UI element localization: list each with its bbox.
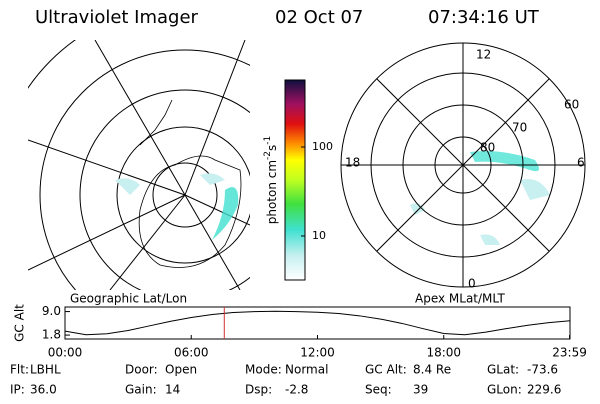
- info-key: GLat:: [487, 363, 519, 377]
- info-key: IP:: [10, 383, 25, 397]
- info-key: Door:: [125, 363, 158, 377]
- info-key: Mode:: [245, 363, 282, 377]
- info-key: GLon:: [487, 383, 522, 397]
- info-value: 14: [165, 383, 180, 397]
- lat-label: 60: [564, 98, 579, 112]
- date: 02 Oct 07: [275, 7, 363, 28]
- info-value: 39: [413, 383, 428, 397]
- unit: -1: [263, 136, 273, 145]
- mlt-label: 18: [345, 156, 360, 170]
- map-label: Apex MLat/MLT: [415, 292, 505, 306]
- alt-line: [64, 310, 571, 336]
- info-key: Dsp:: [245, 383, 272, 397]
- colorbar-label: photon cm-2s-1: [263, 136, 279, 225]
- info-value: 36.0: [30, 383, 57, 397]
- colorbar-tick-label: 100: [312, 140, 333, 153]
- x-tick-label: 06:00: [174, 346, 209, 360]
- info-value: 229.6: [527, 383, 561, 397]
- apex-map: [340, 42, 586, 288]
- info-key: Flt:: [10, 363, 29, 377]
- unit: s: [265, 145, 279, 151]
- time: 07:34:16 UT: [428, 7, 540, 28]
- mlt-label: 12: [476, 48, 491, 62]
- colorbar: [284, 79, 306, 281]
- lat-label: 70: [512, 121, 527, 135]
- info-key: GC Alt:: [365, 363, 407, 377]
- info-value: -73.6: [527, 363, 558, 377]
- geo-map: [28, 40, 250, 290]
- info-value: -2.8: [285, 383, 308, 397]
- x-tick-label: 23:59: [552, 346, 587, 360]
- y-tick-label: 9.0: [42, 304, 61, 318]
- info-value: Normal: [285, 363, 328, 377]
- unit: -2: [263, 151, 273, 160]
- mlt-label: 6: [577, 156, 585, 170]
- map-label: Geographic Lat/Lon: [70, 292, 187, 306]
- x-tick-label: 18:00: [426, 346, 461, 360]
- unit: photon cm: [265, 160, 279, 224]
- info-value: LBHL: [30, 363, 61, 377]
- info-value: 8.4 Re: [413, 363, 451, 377]
- x-tick-label: 12:00: [300, 346, 335, 360]
- title: Ultraviolet Imager: [35, 7, 199, 28]
- lat-label: 80: [480, 141, 495, 155]
- y-label: GC Alt: [13, 304, 27, 342]
- mlt-label: 0: [468, 277, 476, 291]
- info-key: Gain:: [125, 383, 157, 397]
- x-tick-label: 00:00: [48, 346, 83, 360]
- info-key: Seq:: [365, 383, 392, 397]
- info-value: Open: [165, 363, 197, 377]
- colorbar-tick-label: 10: [312, 229, 326, 242]
- y-tick-label: 1.8: [42, 328, 61, 342]
